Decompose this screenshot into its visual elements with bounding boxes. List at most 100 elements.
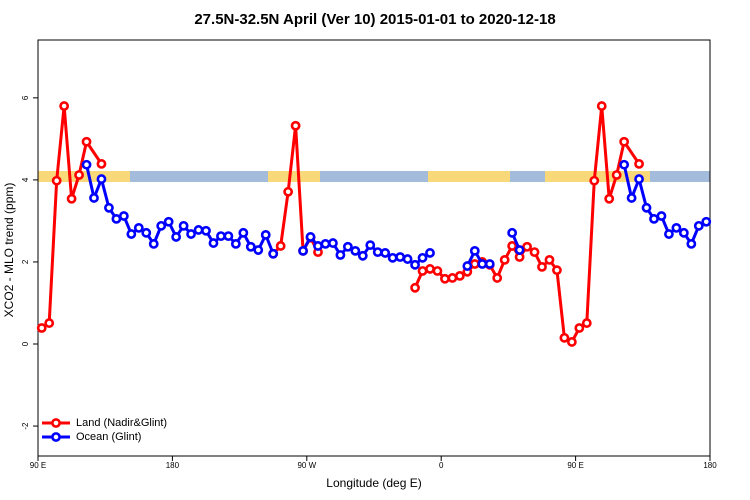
data-point — [492, 273, 503, 283]
data-point — [462, 261, 473, 271]
data-point — [89, 193, 99, 203]
data-point — [59, 101, 70, 111]
data-point — [230, 238, 241, 249]
data-point — [619, 136, 630, 147]
x-tick-label: 90 E — [30, 461, 46, 470]
data-point — [51, 175, 62, 186]
data-point — [148, 238, 159, 249]
data-point — [283, 186, 294, 197]
data-point — [701, 216, 712, 227]
data-point — [171, 232, 182, 242]
data-point — [305, 232, 316, 242]
data-point — [671, 222, 682, 233]
data-point — [290, 120, 301, 131]
data-point — [118, 211, 129, 221]
legend-marker — [51, 432, 61, 442]
data-point — [574, 323, 585, 333]
data-point — [395, 252, 406, 262]
data-point — [298, 245, 308, 256]
y-tick-label: 4 — [21, 177, 30, 182]
series-line — [85, 164, 707, 267]
data-point — [133, 222, 144, 233]
legend-label: Land (Nadir&Glint) — [76, 417, 167, 429]
series-line — [40, 104, 641, 344]
data-point — [81, 159, 92, 170]
data-point — [544, 254, 555, 265]
data-point — [454, 270, 465, 281]
data-point — [693, 220, 704, 231]
data-point — [111, 213, 122, 224]
data-point — [537, 261, 547, 272]
data-point — [484, 259, 495, 269]
data-point — [566, 337, 577, 347]
data-point — [447, 273, 458, 283]
data-point — [96, 158, 107, 169]
x-tick-label: 90 W — [297, 461, 316, 470]
data-point — [66, 193, 77, 204]
data-point — [36, 323, 47, 333]
data-point — [328, 238, 338, 248]
data-point — [469, 259, 480, 269]
data-point — [253, 245, 264, 255]
data-point — [664, 229, 674, 239]
data-point — [634, 174, 644, 184]
x-tick-label: 90 E — [567, 461, 583, 470]
data-point — [216, 231, 226, 242]
legend-marker — [51, 418, 61, 428]
plot-frame — [37, 39, 711, 457]
legend-label: Ocean (Glint) — [76, 431, 141, 443]
y-tick-label: 6 — [21, 95, 30, 100]
y-tick-label: 0 — [21, 341, 30, 346]
data-point — [260, 229, 271, 240]
y-tick-label: -2 — [21, 422, 30, 430]
data-point — [619, 159, 630, 170]
data-point — [223, 231, 234, 242]
data-point — [380, 248, 391, 258]
data-point — [634, 158, 644, 169]
data-point — [104, 202, 114, 213]
data-point — [402, 254, 413, 264]
data-point — [417, 252, 428, 263]
data-point — [275, 241, 286, 251]
data-point — [81, 136, 92, 147]
data-point — [604, 193, 615, 204]
data-point — [559, 332, 570, 343]
data-point — [641, 202, 652, 213]
data-point — [507, 241, 518, 251]
data-point — [626, 193, 637, 203]
data-point — [350, 245, 361, 256]
data-point — [387, 252, 398, 263]
data-point — [238, 227, 249, 238]
data-point — [320, 238, 331, 249]
data-point — [477, 259, 488, 269]
y-axis-label: XCO2 - MLO trend (ppm) — [2, 183, 16, 318]
data-point — [372, 247, 383, 258]
data-point — [425, 248, 435, 258]
data-point — [141, 227, 152, 238]
data-point — [581, 318, 592, 328]
x-axis-label: Longitude (deg E) — [326, 476, 421, 490]
data-point — [499, 254, 510, 265]
data-point — [96, 174, 107, 184]
data-point — [529, 247, 540, 258]
data-point — [74, 170, 84, 180]
data-point — [649, 213, 659, 224]
data-point — [156, 220, 167, 231]
data-point — [507, 227, 518, 238]
data-point — [245, 241, 256, 252]
y-tick-label: 2 — [21, 259, 30, 264]
data-point — [335, 250, 346, 260]
data-point — [268, 248, 279, 259]
data-point — [178, 220, 189, 231]
data-point — [596, 101, 607, 111]
data-point — [201, 225, 211, 236]
data-point — [163, 216, 174, 227]
data-point — [440, 273, 450, 284]
data-point — [357, 250, 368, 261]
chart-title: 27.5N-32.5N April (Ver 10) 2015-01-01 to… — [194, 11, 555, 28]
data-point — [365, 240, 376, 251]
data-point — [410, 259, 420, 270]
data-point — [313, 241, 323, 251]
data-point — [425, 264, 435, 274]
